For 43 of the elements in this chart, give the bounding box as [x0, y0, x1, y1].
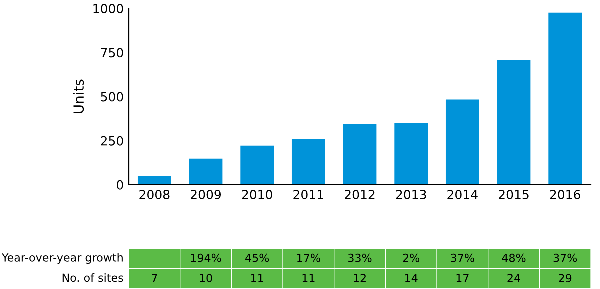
category-label: No. of sites: [62, 274, 124, 282]
text: 17: [456, 274, 469, 282]
y-tick-label: 250: [101, 136, 124, 146]
bar: [394, 123, 428, 185]
x-tick-label: 2016: [550, 190, 580, 200]
y-tick-label: 1000: [94, 4, 124, 14]
y-tick-label: 0: [117, 180, 124, 190]
text: 11: [251, 274, 264, 282]
text: 7: [152, 274, 158, 282]
text: 33%: [348, 254, 372, 262]
x-tick-label: 2009: [191, 190, 222, 200]
text: 29: [559, 274, 572, 283]
x-tick-label: 2010: [242, 190, 272, 200]
x-tick-label: 2015: [499, 190, 529, 200]
text: 37%: [451, 254, 474, 262]
bar: [292, 138, 326, 185]
text: 12: [354, 274, 366, 282]
text: 11: [302, 274, 315, 282]
bar: [343, 124, 377, 185]
x-tick-label: 2013: [396, 190, 426, 200]
y-tick-label: 750: [101, 48, 124, 58]
bar: [497, 60, 531, 185]
x-tick-label: 2012: [345, 190, 375, 200]
text: 2%: [403, 254, 420, 262]
text: 45%: [246, 254, 270, 262]
text: 48%: [502, 254, 526, 262]
bar: [446, 100, 480, 185]
bar: [138, 176, 172, 185]
text: 37%: [554, 254, 578, 262]
text: 17%: [298, 254, 320, 262]
text: 194%: [191, 254, 222, 262]
text: 24: [508, 274, 520, 282]
y-tick-label: 500: [101, 92, 124, 102]
category-label: Year-over-year growth: [2, 253, 123, 264]
y-axis-title: Units: [73, 80, 84, 114]
x-tick-label: 2008: [140, 190, 170, 200]
x-tick-label: 2014: [448, 190, 478, 200]
x-tick-label: 2011: [294, 190, 324, 200]
text: 10: [200, 274, 212, 283]
bar: [240, 146, 274, 185]
text: 14: [405, 274, 418, 282]
bar: [189, 158, 223, 185]
bar: [548, 12, 582, 185]
